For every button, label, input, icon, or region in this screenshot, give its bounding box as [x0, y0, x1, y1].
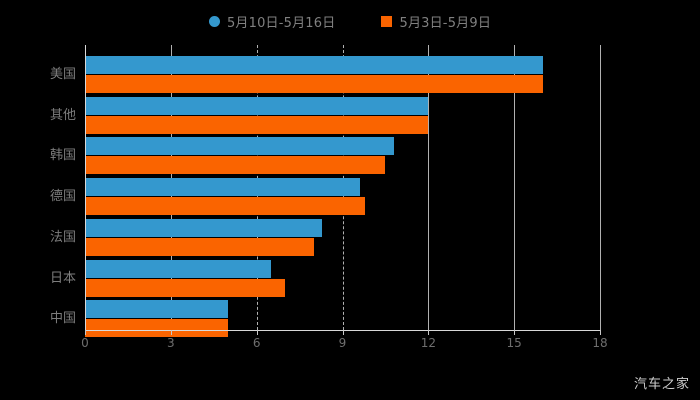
- x-tick-label-5: 15: [506, 336, 522, 350]
- bar[interactable]: [85, 218, 323, 237]
- y-axis-label-3: 德国: [49, 189, 76, 205]
- plot-area: [85, 45, 601, 338]
- bar[interactable]: [85, 319, 229, 338]
- y-axis-label-6: 中国: [49, 311, 76, 327]
- y-axis-labels: 美国其他韩国德国法国日本中国: [0, 45, 76, 330]
- bar[interactable]: [85, 178, 360, 197]
- x-tick-label-4: 12: [420, 336, 436, 350]
- tick-mark-icon: [428, 330, 430, 335]
- bar-group-4: [85, 218, 600, 257]
- y-axis-label-0: 美国: [49, 67, 76, 82]
- bar[interactable]: [85, 75, 543, 93]
- x-tick-label-1: 3: [167, 336, 175, 350]
- bar[interactable]: [85, 56, 543, 74]
- y-axis-label-5: 日本: [49, 270, 76, 286]
- bar[interactable]: [85, 300, 229, 319]
- circle-marker-icon: [208, 15, 220, 27]
- watermark-label: 汽车之家: [633, 377, 690, 392]
- x-tick-label-2: 6: [252, 336, 261, 350]
- tick-mark-icon: [514, 330, 516, 335]
- y-axis-label-4: 法国: [49, 229, 76, 245]
- tick-mark-icon: [170, 330, 172, 335]
- y-axis-label-2: 韩国: [49, 148, 76, 164]
- tick-mark-icon: [256, 330, 258, 335]
- gridline-18: [600, 45, 601, 330]
- square-marker-icon: [381, 15, 393, 27]
- tick-mark-icon: [85, 330, 86, 335]
- legend-entry-0[interactable]: 5月10日-5月16日: [208, 12, 336, 31]
- x-tick-label-0: 0: [81, 336, 89, 350]
- legend-label-0: 5月10日-5月16日: [226, 15, 336, 31]
- x-tick-label-6: 18: [592, 336, 608, 350]
- y-axis-line: [85, 45, 86, 330]
- bar[interactable]: [85, 259, 271, 278]
- x-tick-label-3: 9: [338, 336, 347, 350]
- gridline-15: [514, 45, 516, 330]
- bar-group-1: [85, 96, 600, 135]
- bar[interactable]: [85, 278, 286, 297]
- bar-group-5: [85, 259, 600, 298]
- chart-legend: 5月10日-5月16日 5月3日-5月9日: [0, 8, 700, 34]
- bar-group-0: [85, 56, 600, 94]
- bar[interactable]: [85, 156, 386, 175]
- bar[interactable]: [85, 197, 366, 216]
- gridline-12: [428, 45, 430, 330]
- tick-mark-icon: [600, 330, 601, 335]
- bar-group-2: [85, 137, 600, 175]
- legend-label-1: 5月3日-5月9日: [399, 15, 492, 31]
- tick-mark-icon: [342, 330, 344, 335]
- y-axis-label-1: 其他: [49, 107, 76, 123]
- bar[interactable]: [85, 96, 429, 115]
- legend-entry-1[interactable]: 5月3日-5月9日: [381, 12, 491, 31]
- bar[interactable]: [85, 237, 314, 256]
- bar[interactable]: [85, 115, 429, 134]
- bar[interactable]: [85, 137, 394, 156]
- bar-group-3: [85, 178, 600, 216]
- x-axis-ticks: 0 3 6 9 12 15 18: [0, 330, 700, 356]
- bar-group-6: [85, 300, 600, 338]
